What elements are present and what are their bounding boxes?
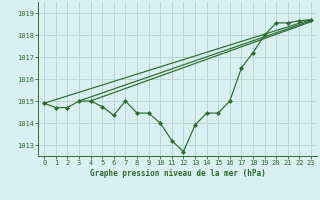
X-axis label: Graphe pression niveau de la mer (hPa): Graphe pression niveau de la mer (hPa) — [90, 169, 266, 178]
